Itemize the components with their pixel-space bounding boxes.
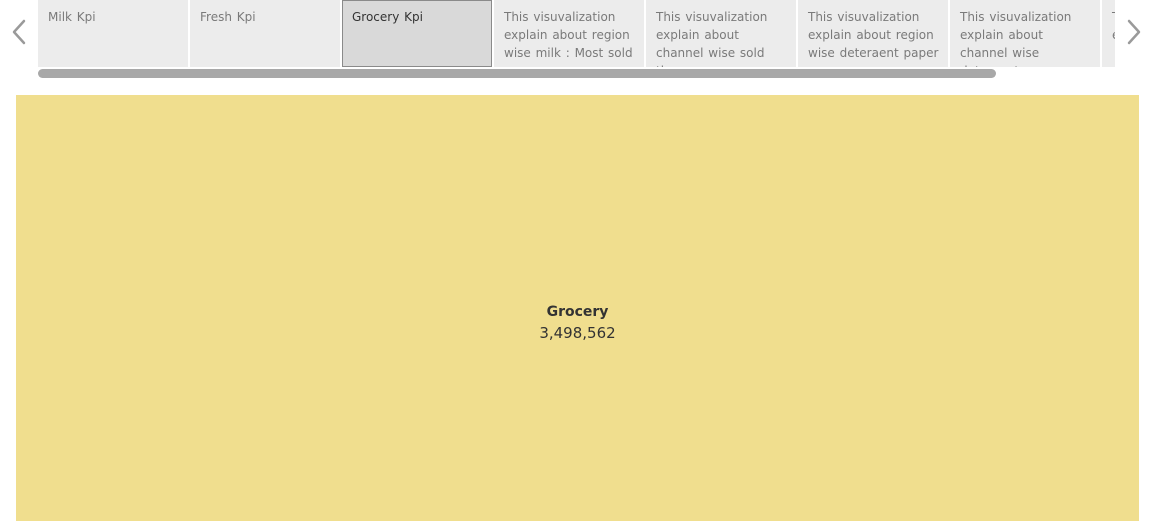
chevron-left-icon — [12, 19, 26, 45]
treemap-tile-rect — [16, 95, 1139, 521]
treemap-tile-label: Grocery — [547, 304, 609, 320]
story-point-label: This visuvalization explain about channe… — [960, 10, 1072, 67]
story-point-label: Grocery Kpi — [352, 10, 423, 24]
story-point-7[interactable]: This visuvalization explain about channe… — [950, 0, 1100, 67]
next-story-point-button[interactable] — [1122, 16, 1144, 48]
treemap-chart: Grocery 3,498,562 — [16, 95, 1139, 521]
story-navigator: Milk Kpi Fresh Kpi Grocery Kpi This visuval… — [38, 0, 1115, 68]
story-point-label: This visuvalization explain about region… — [808, 10, 939, 60]
story-point-1[interactable]: Milk Kpi — [38, 0, 188, 67]
story-point-label: This visuvalization explain — [1112, 8, 1115, 44]
previous-story-point-button[interactable] — [9, 16, 31, 48]
story-point-4[interactable]: This visuvalization explain about region… — [494, 0, 644, 67]
story-navigator-scrollbar[interactable] — [38, 69, 996, 78]
story-point-label: This visuvalization explain about region… — [504, 10, 633, 60]
story-point-5[interactable]: This visuvalization explain about channe… — [646, 0, 796, 67]
treemap-tile-value: 3,498,562 — [539, 324, 615, 342]
story-point-label: Milk Kpi — [48, 10, 96, 24]
treemap-tile-grocery[interactable]: Grocery 3,498,562 — [16, 95, 1139, 521]
grocery-treemap: Grocery 3,498,562 — [16, 95, 1139, 521]
story-point-2[interactable]: Fresh Kpi — [190, 0, 340, 67]
story-point-6[interactable]: This visuvalization explain about region… — [798, 0, 948, 67]
chevron-right-icon — [1127, 19, 1141, 45]
story-point-label: Fresh Kpi — [200, 10, 256, 24]
story-points-list: Milk Kpi Fresh Kpi Grocery Kpi This visuval… — [38, 0, 1115, 67]
story-point-3[interactable]: Grocery Kpi — [342, 0, 492, 67]
story-point-8[interactable]: This visuvalization explain — [1102, 0, 1115, 67]
story-point-label: This visuvalization explain about channe… — [656, 10, 768, 67]
